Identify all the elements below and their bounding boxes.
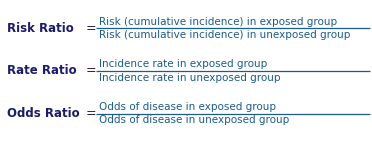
Text: Odds of disease in exposed group: Odds of disease in exposed group <box>99 102 276 112</box>
Text: Risk Ratio: Risk Ratio <box>7 22 74 35</box>
Text: Risk (cumulative incidence) in exposed group: Risk (cumulative incidence) in exposed g… <box>99 17 337 27</box>
Text: Incidence rate in unexposed group: Incidence rate in unexposed group <box>99 73 280 83</box>
Text: =: = <box>86 22 96 35</box>
Text: =: = <box>86 107 96 120</box>
Text: Incidence rate in exposed group: Incidence rate in exposed group <box>99 59 267 69</box>
Text: Odds Ratio: Odds Ratio <box>7 107 80 120</box>
Text: =: = <box>86 64 96 78</box>
Text: Odds of disease in unexposed group: Odds of disease in unexposed group <box>99 115 289 125</box>
Text: Risk (cumulative incidence) in unexposed group: Risk (cumulative incidence) in unexposed… <box>99 30 350 40</box>
Text: Rate Ratio: Rate Ratio <box>7 64 77 78</box>
